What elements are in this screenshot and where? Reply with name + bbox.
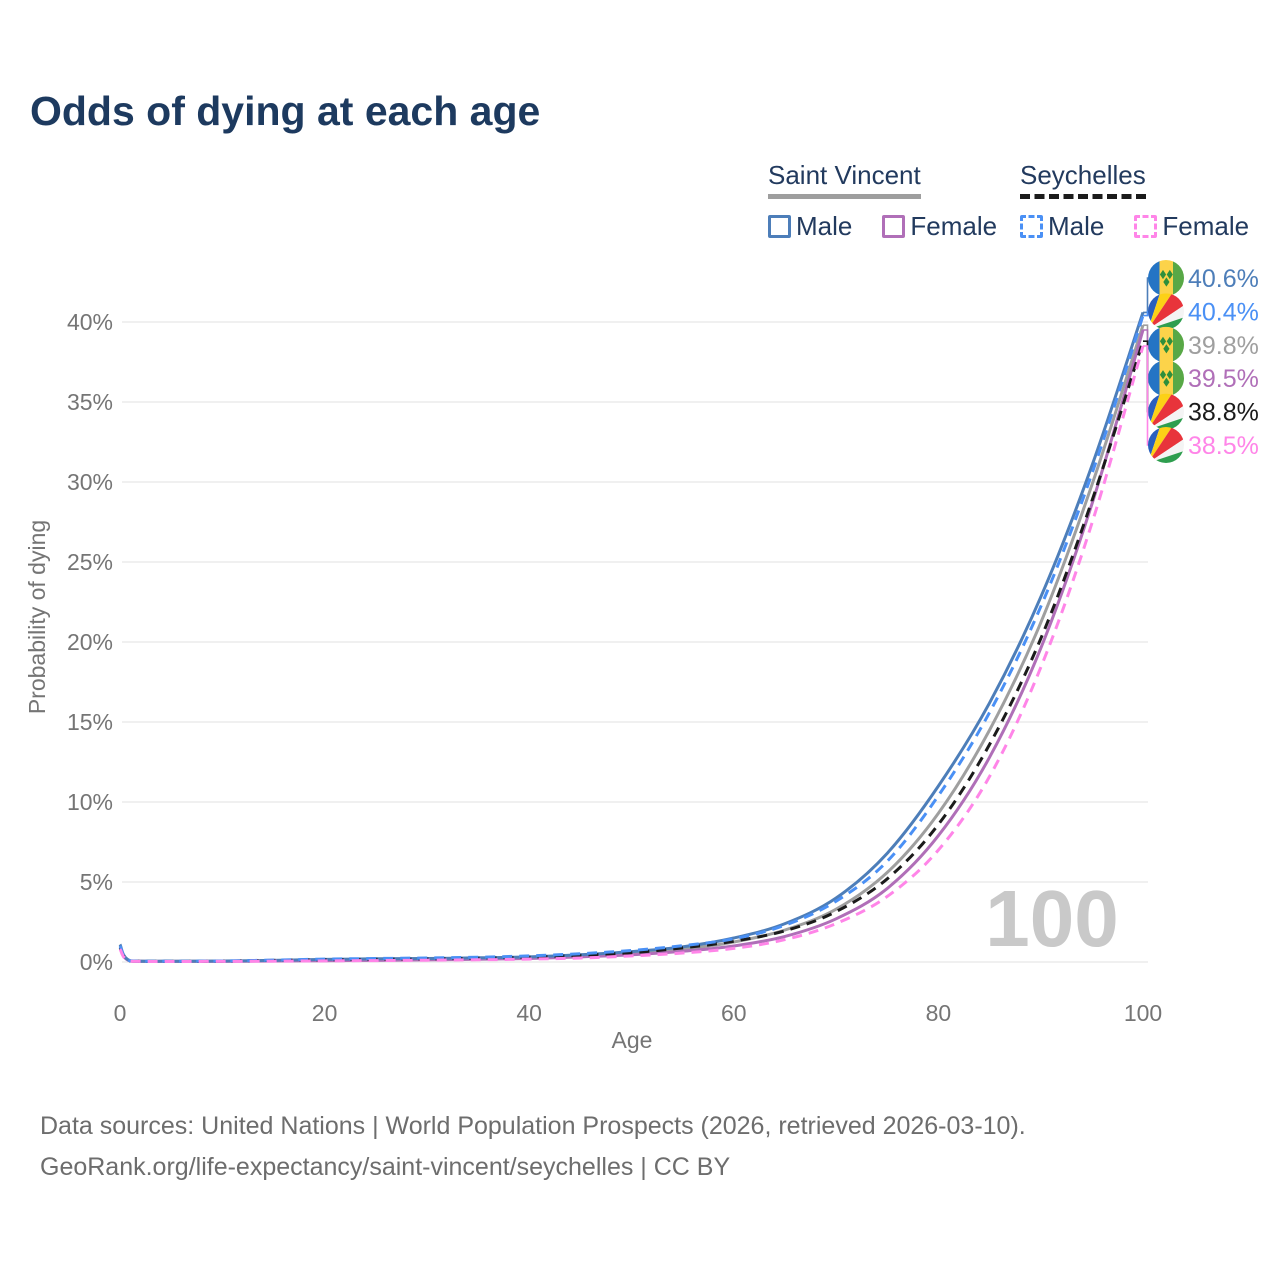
series-line-sv-female <box>118 329 1145 963</box>
legend-group-title: Saint Vincent <box>768 160 921 199</box>
x-tick-label: 60 <box>721 1000 747 1026</box>
x-tick-label: 0 <box>114 1000 127 1026</box>
legend-item-seychelles-male[interactable]: Male <box>1020 211 1104 242</box>
y-tick-label: 30% <box>67 469 113 495</box>
y-axis-title: Probability of dying <box>24 520 50 714</box>
legend-items: Male Female <box>1020 211 1249 242</box>
series-line-sc-female <box>118 345 1145 963</box>
legend-item-label: Female <box>1162 211 1250 241</box>
series-line-sv-male <box>118 311 1145 963</box>
legend-group-saint-vincent: Saint Vincent Male Female <box>768 160 997 242</box>
legend-items: Male Female <box>768 211 997 242</box>
flag-icon-seychelles <box>1148 293 1184 330</box>
label-connector <box>1143 345 1151 446</box>
y-tick-label: 40% <box>67 309 113 335</box>
legend-item-label: Female <box>910 211 998 241</box>
legend-item-label: Male <box>796 211 853 241</box>
series-end-value-label: 39.8% <box>1188 332 1259 360</box>
y-tick-label: 25% <box>67 549 113 575</box>
series-line-sv-all <box>118 324 1145 963</box>
y-tick-label: 10% <box>67 789 113 815</box>
y-tick-label: 5% <box>80 869 113 895</box>
legend-item-saint-vincent-female[interactable]: Female <box>882 211 997 242</box>
flag-icon-saint-vincent <box>1148 360 1184 397</box>
y-tick-label: 35% <box>67 389 113 415</box>
page-title: Odds of dying at each age <box>30 88 541 134</box>
data-source-text: Data sources: United Nations | World Pop… <box>40 1112 1026 1140</box>
series-end-value-label: 38.5% <box>1188 432 1259 460</box>
flag-icon-seychelles <box>1148 393 1184 430</box>
legend-group-seychelles: Seychelles Male Female <box>1020 160 1249 242</box>
checkbox-icon[interactable] <box>882 215 906 238</box>
legend-group-title: Seychelles <box>1020 160 1146 199</box>
x-tick-label: 40 <box>516 1000 542 1026</box>
series-end-value-label: 38.8% <box>1188 399 1259 427</box>
flag-icon-saint-vincent <box>1148 326 1184 363</box>
x-tick-label: 100 <box>1124 1000 1162 1026</box>
legend-item-saint-vincent-male[interactable]: Male <box>768 211 852 242</box>
flag-icon-saint-vincent <box>1148 260 1184 296</box>
checkbox-icon[interactable] <box>1020 215 1043 238</box>
x-tick-label: 80 <box>926 1000 952 1026</box>
y-tick-label: 15% <box>67 709 113 735</box>
attribution-text: GeoRank.org/life-expectancy/saint-vincen… <box>40 1153 731 1181</box>
y-tick-label: 20% <box>67 629 113 655</box>
legend-item-seychelles-female[interactable]: Female <box>1134 211 1249 242</box>
checkbox-icon[interactable] <box>1134 215 1158 238</box>
y-tick-label: 0% <box>80 949 113 975</box>
series-end-value-label: 40.4% <box>1188 298 1259 326</box>
series-end-value-label: 39.5% <box>1188 365 1259 393</box>
x-axis-title: Age <box>612 1027 653 1053</box>
series-line-sc-male <box>118 315 1145 963</box>
series-end-value-label: 40.6% <box>1188 265 1259 293</box>
x-tick-label: 20 <box>312 1000 338 1026</box>
age-watermark: 100 <box>985 874 1118 963</box>
series-line-sc-all <box>118 340 1145 963</box>
legend-item-label: Male <box>1048 211 1105 241</box>
checkbox-icon[interactable] <box>768 215 791 238</box>
chart-footer: Data sources: United Nations | World Pop… <box>40 1106 1026 1188</box>
flag-icon-seychelles <box>1148 427 1184 463</box>
